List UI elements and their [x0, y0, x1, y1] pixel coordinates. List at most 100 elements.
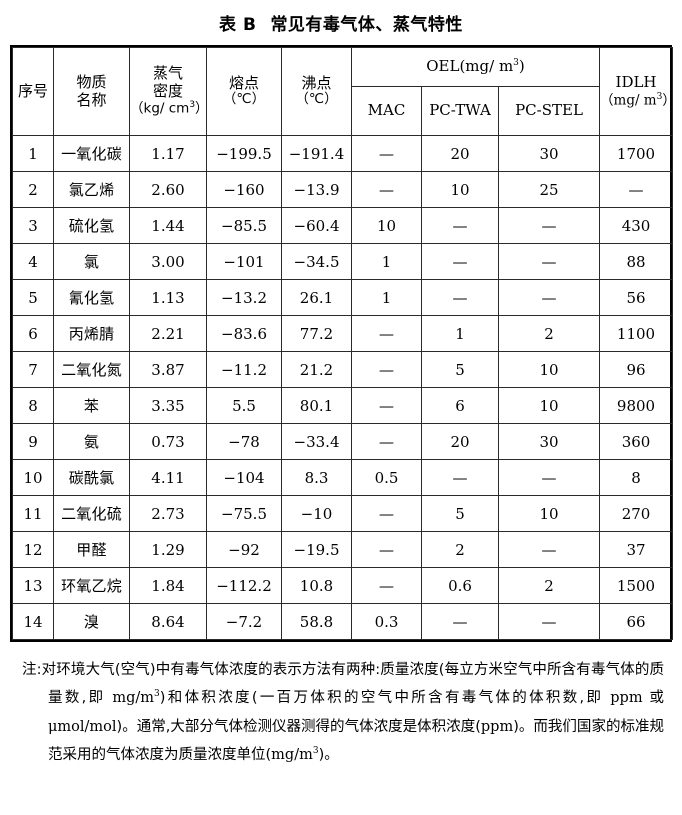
cell-vapor-density: 2.21: [129, 315, 207, 352]
header-serial-number: 序号: [12, 47, 54, 136]
empty-value-dash: —: [379, 396, 394, 415]
cell-vapor-density: 1.44: [129, 207, 207, 244]
cell-melting-point: −75.5: [206, 495, 282, 532]
table-label: 表 B: [219, 15, 257, 35]
header-melting-point-unit: （℃）: [222, 91, 266, 108]
header-substance-name: 物质 名称: [53, 47, 130, 136]
cell-mac: 0.5: [351, 459, 422, 496]
cell-pc-twa: 5: [421, 495, 499, 532]
header-melting-point: 熔点 （℃）: [206, 47, 282, 136]
cell-substance-name: 氨: [53, 423, 130, 460]
cell-pc-stel: —: [497, 243, 601, 280]
cell-pc-stel: 10: [497, 495, 601, 532]
table-row: 7 二氧化氮 3.87 −11.2 21.2 — 5 10 96: [12, 351, 674, 388]
cell-melting-point: −78: [206, 423, 282, 460]
cell-mac: 10: [351, 207, 422, 244]
header-mac: MAC: [351, 86, 422, 136]
cell-serial-number: 5: [12, 279, 54, 316]
header-idlh-unit: （mg/ m3）: [600, 91, 676, 109]
cell-idlh: 1500: [599, 567, 674, 604]
cell-idlh: 430: [599, 207, 674, 244]
table-note: 注:对环境大气(空气)中有毒气体浓度的表示方法有两种:质量浓度(每立方米空气中所…: [22, 656, 664, 769]
cell-melting-point: −7.2: [206, 603, 282, 640]
table-header-row-2: MAC PC-TWA PC-STEL: [13, 86, 673, 136]
cell-pc-stel: —: [497, 531, 601, 568]
cell-pc-twa: 0.6: [421, 567, 499, 604]
cell-mac: 0.3: [351, 603, 422, 640]
cell-pc-stel: —: [497, 207, 601, 244]
empty-value-dash: —: [452, 216, 468, 235]
cell-mac: 1: [351, 243, 422, 280]
cell-serial-number: 1: [12, 135, 54, 172]
header-boiling-point: 沸点 （℃）: [281, 47, 352, 136]
cell-pc-twa: 6: [421, 387, 499, 424]
header-boiling-point-unit: （℃）: [295, 91, 338, 108]
table-row: 12 甲醛 1.29 −92 −19.5 — 2 — 37: [12, 531, 674, 568]
cell-vapor-density: 3.35: [129, 387, 207, 424]
cell-pc-stel: 25: [497, 171, 601, 208]
empty-value-dash: —: [541, 612, 557, 631]
cell-boiling-point: −34.5: [281, 243, 352, 280]
empty-value-dash: —: [379, 360, 394, 379]
cell-melting-point: −11.2: [206, 351, 282, 388]
empty-value-dash: —: [541, 288, 557, 307]
header-idlh: IDLH （mg/ m3）: [599, 47, 676, 136]
cell-vapor-density: 3.00: [129, 243, 207, 280]
cell-idlh: 56: [599, 279, 674, 316]
cell-boiling-point: 26.1: [281, 279, 352, 316]
cell-substance-name: 苯: [53, 387, 130, 424]
cell-idlh: 66: [599, 603, 674, 640]
cell-pc-stel: 2: [497, 315, 601, 352]
cell-vapor-density: 1.17: [129, 135, 207, 172]
table-title-text: 常见有毒气体、蒸气特性: [270, 15, 463, 35]
cell-pc-twa: 1: [421, 315, 499, 352]
cell-idlh: 8: [599, 459, 674, 496]
cell-substance-name: 甲醛: [53, 531, 130, 568]
table-row: 13 环氧乙烷 1.84 −112.2 10.8 — 0.6 2 1500: [12, 567, 674, 604]
cell-idlh: 1700: [599, 135, 674, 172]
cell-melting-point: −13.2: [206, 279, 282, 316]
table-header: 序号 物质 名称 蒸气 密度 （kg/ cm3） 熔点 （℃）: [12, 47, 676, 136]
cell-vapor-density: 1.29: [129, 531, 207, 568]
cell-melting-point: −92: [206, 531, 282, 568]
cell-boiling-point: −19.5: [281, 531, 352, 568]
cell-pc-twa: 20: [421, 135, 499, 172]
cell-boiling-point: −33.4: [281, 423, 352, 460]
cell-pc-stel: —: [497, 279, 601, 316]
table-row: 1 一氧化碳 1.17 −199.5 −191.4 — 20 30 1700: [12, 135, 674, 172]
cell-substance-name: 环氧乙烷: [53, 567, 130, 604]
cell-mac: —: [351, 315, 422, 352]
cell-serial-number: 7: [12, 351, 54, 388]
cell-pc-twa: —: [421, 207, 499, 244]
empty-value-dash: —: [452, 288, 468, 307]
cell-boiling-point: −60.4: [281, 207, 352, 244]
cell-boiling-point: 21.2: [281, 351, 352, 388]
cell-melting-point: −101: [206, 243, 282, 280]
cell-substance-name: 一氧化碳: [53, 135, 130, 172]
cell-vapor-density: 0.73: [129, 423, 207, 460]
cell-idlh: 1100: [599, 315, 674, 352]
cell-vapor-density: 2.73: [129, 495, 207, 532]
cell-substance-name: 碳酰氯: [53, 459, 130, 496]
header-oel-group: OEL(mg/ m3): [350, 47, 601, 87]
cell-serial-number: 4: [12, 243, 54, 280]
cell-idlh: 270: [599, 495, 674, 532]
empty-value-dash: —: [379, 180, 394, 199]
cell-mac: —: [351, 495, 422, 532]
table-row: 3 硫化氢 1.44 −85.5 −60.4 10 — — 430: [12, 207, 674, 244]
cell-pc-stel: 30: [497, 423, 601, 460]
cell-boiling-point: −10: [281, 495, 352, 532]
cell-pc-twa: —: [421, 459, 499, 496]
cell-mac: —: [351, 531, 422, 568]
empty-value-dash: —: [379, 576, 394, 595]
cell-boiling-point: 77.2: [281, 315, 352, 352]
cell-melting-point: −83.6: [206, 315, 282, 352]
cell-serial-number: 10: [12, 459, 54, 496]
table-body: 1 一氧化碳 1.17 −199.5 −191.4—20 30 1700 2 氯乙烯 2.60 −1…: [12, 135, 674, 640]
cell-serial-number: 9: [12, 423, 54, 460]
empty-value-dash: —: [379, 540, 394, 559]
cell-substance-name: 溴: [53, 603, 130, 640]
cell-boiling-point: 8.3: [281, 459, 352, 496]
header-vapor-density-unit: （kg/ cm3）: [130, 100, 209, 117]
